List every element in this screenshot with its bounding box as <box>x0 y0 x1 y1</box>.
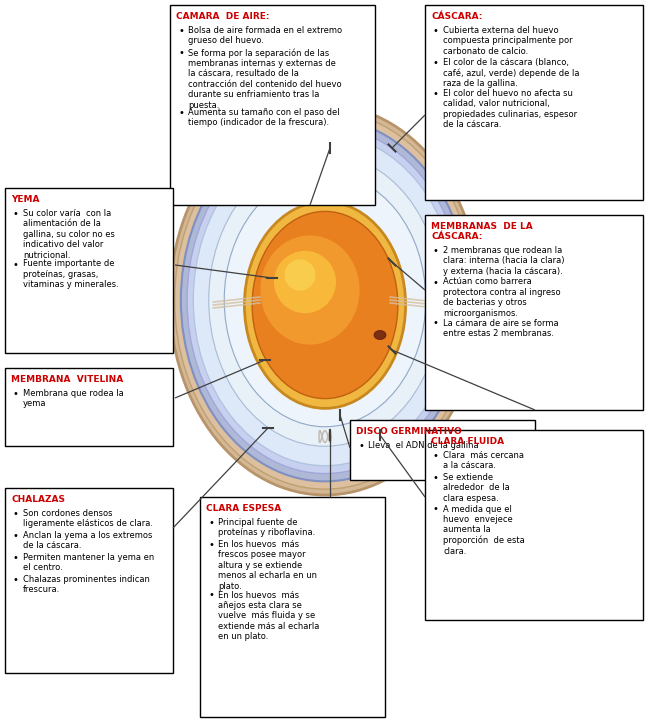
Text: Son cordones densos
ligeramente elásticos de clara.: Son cordones densos ligeramente elástico… <box>23 509 153 528</box>
Text: Lleva  el ADN de la gallina: Lleva el ADN de la gallina <box>368 441 478 450</box>
Bar <box>5 368 173 446</box>
Text: Fuente importante de
proteínas, grasas,
vitaminas y minerales.: Fuente importante de proteínas, grasas, … <box>23 260 119 289</box>
Bar <box>170 5 375 205</box>
Text: •: • <box>178 48 184 58</box>
Text: •: • <box>433 505 439 515</box>
Text: A medida que el
huevo  envejece
aumenta la
proporción  de esta
clara.: A medida que el huevo envejece aumenta l… <box>443 505 525 556</box>
Text: •: • <box>13 531 19 541</box>
Text: Bolsa de aire formada en el extremo
grueso del huevo.: Bolsa de aire formada en el extremo grue… <box>188 26 342 45</box>
Text: CAMARA  DE AIRE:: CAMARA DE AIRE: <box>176 12 270 21</box>
Ellipse shape <box>294 117 356 140</box>
Text: CHALAZAS: CHALAZAS <box>11 495 65 504</box>
Text: Actúan como barrera
protectora contra al ingreso
de bacterias y otros
microorgan: Actúan como barrera protectora contra al… <box>443 278 560 318</box>
Bar <box>350 420 535 480</box>
Ellipse shape <box>261 235 359 345</box>
Text: Membrana que rodea la
yema: Membrana que rodea la yema <box>23 389 124 408</box>
Text: •: • <box>433 58 439 68</box>
Ellipse shape <box>187 126 463 474</box>
Text: MEMBRANAS  DE LA
CÁSCARA:: MEMBRANAS DE LA CÁSCARA: <box>431 222 533 242</box>
Text: El color de la cáscara (blanco,
café, azul, verde) depende de la
raza de la gall: El color de la cáscara (blanco, café, az… <box>443 58 580 88</box>
Ellipse shape <box>374 330 386 340</box>
Text: •: • <box>433 319 439 329</box>
Text: •: • <box>208 540 214 550</box>
Text: •: • <box>13 389 19 399</box>
Text: La cámara de aire se forma
entre estas 2 membranas.: La cámara de aire se forma entre estas 2… <box>443 319 558 338</box>
Text: CLARA FLUIDA: CLARA FLUIDA <box>431 437 504 446</box>
Text: •: • <box>13 509 19 519</box>
Bar <box>425 430 643 620</box>
Text: •: • <box>208 518 214 528</box>
Text: CÁSCARA:: CÁSCARA: <box>431 12 482 21</box>
Text: Se forma por la separación de las
membranas internas y externas de
la cáscara, r: Se forma por la separación de las membra… <box>188 48 342 110</box>
Text: El color del huevo no afecta su
calidad, valor nutricional,
propiedades culinari: El color del huevo no afecta su calidad,… <box>443 89 577 129</box>
Text: •: • <box>13 209 19 219</box>
Text: Su color varía  con la
alimentación de la
gallina, su color no es
indicativo del: Su color varía con la alimentación de la… <box>23 209 115 260</box>
Text: En los huevos  más
frescos posee mayor
altura y se extiende
menos al echarla en : En los huevos más frescos posee mayor al… <box>218 540 317 590</box>
Text: •: • <box>433 89 439 99</box>
Ellipse shape <box>209 154 441 446</box>
Bar <box>5 488 173 673</box>
Text: •: • <box>433 473 439 483</box>
Ellipse shape <box>181 119 469 482</box>
Ellipse shape <box>224 173 426 427</box>
Bar <box>425 5 643 200</box>
Ellipse shape <box>252 211 398 399</box>
Text: •: • <box>13 260 19 270</box>
Text: Anclan la yema a los extremos
de la cáscara.: Anclan la yema a los extremos de la cásc… <box>23 531 152 550</box>
Text: DISCO GERMINATIVO: DISCO GERMINATIVO <box>356 427 462 436</box>
Text: Aumenta su tamaño con el paso del
tiempo (indicador de la frescura).: Aumenta su tamaño con el paso del tiempo… <box>188 108 339 128</box>
Bar <box>200 497 385 717</box>
Text: •: • <box>433 451 439 461</box>
Text: Chalazas prominentes indican
frescura.: Chalazas prominentes indican frescura. <box>23 575 150 594</box>
Ellipse shape <box>285 260 315 291</box>
Text: •: • <box>178 108 184 118</box>
Ellipse shape <box>274 251 336 313</box>
Text: •: • <box>178 26 184 36</box>
Ellipse shape <box>175 111 475 489</box>
Text: Se extiende
alrededor  de la
clara espesa.: Se extiende alrededor de la clara espesa… <box>443 473 510 503</box>
Text: •: • <box>208 590 214 601</box>
Text: MEMBRANA  VITELINA: MEMBRANA VITELINA <box>11 375 123 384</box>
Ellipse shape <box>244 202 406 408</box>
Text: •: • <box>13 553 19 563</box>
Text: 2 membranas que rodean la
clara: interna (hacia la clara)
y externa (hacia la cá: 2 membranas que rodean la clara: interna… <box>443 246 564 276</box>
Ellipse shape <box>193 134 457 466</box>
Ellipse shape <box>170 105 480 495</box>
Text: Cubierta externa del huevo
compuesta principalmente por
carbonato de calcio.: Cubierta externa del huevo compuesta pri… <box>443 26 573 56</box>
Text: •: • <box>13 575 19 585</box>
Text: •: • <box>433 278 439 288</box>
Bar <box>5 188 173 353</box>
Text: •: • <box>433 246 439 256</box>
Text: Principal fuente de
proteínas y riboflavina.: Principal fuente de proteínas y riboflav… <box>218 518 315 537</box>
Text: En los huevos  más
añejos esta clara se
vuelve  más fluida y se
extiende más al : En los huevos más añejos esta clara se v… <box>218 590 319 641</box>
Text: •: • <box>433 26 439 36</box>
Text: YEMA: YEMA <box>11 195 40 204</box>
Text: Clara  más cercana
a la cáscara.: Clara más cercana a la cáscara. <box>443 451 524 470</box>
Text: CLARA ESPESA: CLARA ESPESA <box>206 504 281 513</box>
Text: •: • <box>358 441 364 451</box>
Text: Permiten mantener la yema en
el centro.: Permiten mantener la yema en el centro. <box>23 553 154 572</box>
Bar <box>425 215 643 410</box>
